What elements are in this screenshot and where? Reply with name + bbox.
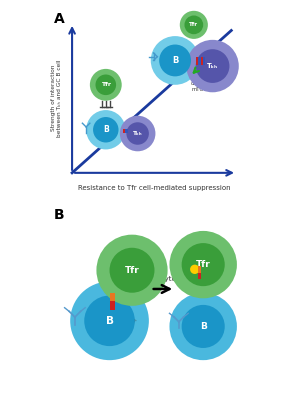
Circle shape bbox=[186, 40, 239, 92]
Circle shape bbox=[169, 231, 237, 298]
Circle shape bbox=[96, 235, 168, 306]
Bar bbox=[198, 266, 201, 273]
Text: Tfr: Tfr bbox=[196, 260, 211, 269]
Bar bbox=[123, 129, 125, 133]
Text: Strength of interaction
between Tₖₕ and GC B cell: Strength of interaction between Tₖₕ and … bbox=[51, 59, 61, 137]
Text: Tₖₕ: Tₖₕ bbox=[133, 131, 143, 136]
Text: A: A bbox=[54, 12, 64, 26]
Circle shape bbox=[84, 296, 135, 346]
Text: pMHCII: pMHCII bbox=[117, 309, 136, 324]
Circle shape bbox=[126, 122, 149, 145]
Circle shape bbox=[182, 243, 225, 286]
Text: B: B bbox=[103, 125, 109, 134]
Text: Trogocytosis: Trogocytosis bbox=[141, 276, 185, 282]
Circle shape bbox=[110, 248, 154, 293]
Circle shape bbox=[86, 110, 126, 150]
Circle shape bbox=[96, 74, 116, 95]
Bar bbox=[198, 57, 201, 65]
Text: B: B bbox=[172, 56, 178, 65]
Bar bbox=[196, 57, 198, 65]
Text: B: B bbox=[106, 316, 113, 326]
Text: Resistance to Tfr cell-mediated suppression: Resistance to Tfr cell-mediated suppress… bbox=[78, 185, 231, 191]
Bar bbox=[111, 301, 115, 310]
Circle shape bbox=[182, 305, 225, 348]
Bar bbox=[203, 57, 206, 65]
Circle shape bbox=[169, 293, 237, 360]
Text: cMyc
mTOR: cMyc mTOR bbox=[191, 81, 207, 92]
Bar bbox=[111, 293, 115, 301]
Text: B: B bbox=[200, 322, 207, 331]
Bar bbox=[126, 129, 128, 133]
Text: Tfr: Tfr bbox=[125, 266, 139, 275]
Circle shape bbox=[180, 11, 208, 39]
Circle shape bbox=[70, 282, 149, 360]
Circle shape bbox=[120, 116, 156, 151]
Bar bbox=[198, 273, 201, 279]
Text: Tₖₕ: Tₖₕ bbox=[207, 63, 218, 69]
Circle shape bbox=[159, 44, 191, 76]
Circle shape bbox=[190, 265, 199, 274]
Text: TCR: TCR bbox=[121, 294, 134, 299]
Circle shape bbox=[196, 49, 229, 83]
Circle shape bbox=[90, 69, 122, 101]
Text: B: B bbox=[54, 208, 64, 222]
Circle shape bbox=[184, 16, 203, 34]
Bar bbox=[201, 57, 203, 65]
Text: Tfr: Tfr bbox=[101, 82, 111, 87]
Circle shape bbox=[93, 117, 118, 142]
Text: Tfr: Tfr bbox=[189, 22, 198, 27]
Circle shape bbox=[151, 36, 199, 85]
